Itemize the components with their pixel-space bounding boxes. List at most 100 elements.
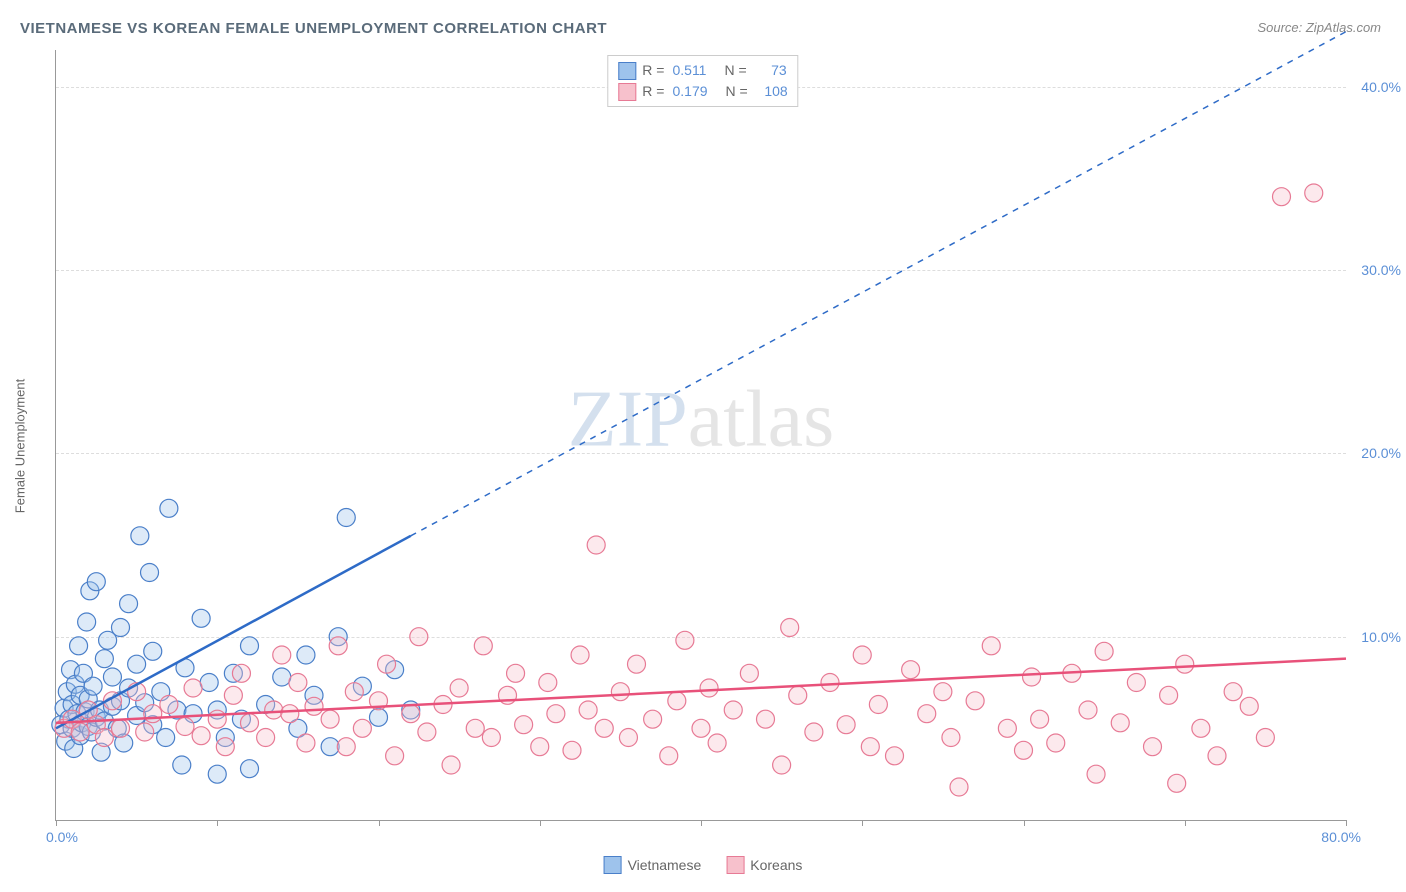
x-tick <box>217 820 218 826</box>
scatter-point <box>611 683 629 701</box>
scatter-point <box>176 718 194 736</box>
scatter-point <box>442 756 460 774</box>
x-tick <box>862 820 863 826</box>
scatter-point <box>886 747 904 765</box>
source-label: Source: ZipAtlas.com <box>1257 20 1381 35</box>
scatter-point <box>676 631 694 649</box>
stats-legend-row: R =0.179N =108 <box>618 81 787 102</box>
scatter-point <box>321 710 339 728</box>
scatter-point <box>103 668 121 686</box>
scatter-point <box>773 756 791 774</box>
scatter-point <box>660 747 678 765</box>
scatter-point <box>141 564 159 582</box>
scatter-point <box>982 637 1000 655</box>
scatter-point <box>628 655 646 673</box>
scatter-point <box>131 527 149 545</box>
scatter-point <box>563 741 581 759</box>
scatter-point <box>547 705 565 723</box>
scatter-point <box>200 674 218 692</box>
scatter-point <box>708 734 726 752</box>
scatter-point <box>418 723 436 741</box>
scatter-point <box>160 499 178 517</box>
scatter-point <box>402 705 420 723</box>
scatter-point <box>869 696 887 714</box>
scatter-point <box>942 729 960 747</box>
scatter-point <box>353 719 371 737</box>
scatter-point <box>595 719 613 737</box>
chart-container: VIETNAMESE VS KOREAN FEMALE UNEMPLOYMENT… <box>0 0 1406 892</box>
scatter-point <box>144 705 162 723</box>
stat-n-label: N = <box>724 60 746 81</box>
scatter-point <box>539 674 557 692</box>
scatter-point <box>87 573 105 591</box>
scatter-point <box>1127 674 1145 692</box>
scatter-point <box>378 655 396 673</box>
scatter-point <box>208 710 226 728</box>
scatter-point <box>224 686 242 704</box>
legend-label: Koreans <box>750 857 802 873</box>
scatter-point <box>740 664 758 682</box>
legend-swatch <box>726 856 744 874</box>
x-tick <box>1185 820 1186 826</box>
scatter-point <box>668 692 686 710</box>
scatter-point <box>700 679 718 697</box>
scatter-point <box>1031 710 1049 728</box>
scatter-point <box>95 650 113 668</box>
scatter-point <box>265 701 283 719</box>
scatter-point <box>1305 184 1323 202</box>
stat-r-value: 0.511 <box>672 60 706 81</box>
scatter-point <box>1273 188 1291 206</box>
scatter-point <box>619 729 637 747</box>
scatter-point <box>337 738 355 756</box>
scatter-point <box>289 674 307 692</box>
scatter-point <box>644 710 662 728</box>
scatter-point <box>241 714 259 732</box>
scatter-point <box>587 536 605 554</box>
scatter-point <box>112 719 130 737</box>
stat-n-label: N = <box>726 81 748 102</box>
scatter-point <box>515 716 533 734</box>
scatter-point <box>1023 668 1041 686</box>
scatter-point <box>386 747 404 765</box>
scatter-point <box>918 705 936 723</box>
scatter-point <box>902 661 920 679</box>
scatter-point <box>1015 741 1033 759</box>
scatter-point <box>370 708 388 726</box>
scatter-point <box>821 674 839 692</box>
scatter-point <box>257 729 275 747</box>
scatter-point <box>1192 719 1210 737</box>
y-tick-label: 10.0% <box>1361 629 1401 645</box>
scatter-point <box>144 642 162 660</box>
scatter-point <box>579 701 597 719</box>
scatter-point <box>1095 642 1113 660</box>
scatter-point <box>208 765 226 783</box>
scatter-point <box>329 637 347 655</box>
scatter-point <box>1176 655 1194 673</box>
scatter-point <box>692 719 710 737</box>
scatter-point <box>84 677 102 695</box>
y-tick-label: 20.0% <box>1361 445 1401 461</box>
scatter-point <box>95 729 113 747</box>
scatter-point <box>216 738 234 756</box>
scatter-point <box>757 710 775 728</box>
y-tick-label: 30.0% <box>1361 262 1401 278</box>
x-tick <box>701 820 702 826</box>
scatter-point <box>1079 701 1097 719</box>
scatter-point <box>297 646 315 664</box>
scatter-point <box>805 723 823 741</box>
stat-n-value: 108 <box>756 81 788 102</box>
scatter-point <box>853 646 871 664</box>
scatter-point <box>1111 714 1129 732</box>
scatter-svg <box>56 50 1346 820</box>
scatter-point <box>192 727 210 745</box>
scatter-point <box>571 646 589 664</box>
scatter-point <box>241 637 259 655</box>
scatter-point <box>950 778 968 796</box>
scatter-point <box>998 719 1016 737</box>
scatter-point <box>136 723 154 741</box>
x-tick <box>540 820 541 826</box>
scatter-point <box>1208 747 1226 765</box>
y-axis-title: Female Unemployment <box>13 379 28 513</box>
scatter-point <box>1047 734 1065 752</box>
scatter-point <box>337 509 355 527</box>
